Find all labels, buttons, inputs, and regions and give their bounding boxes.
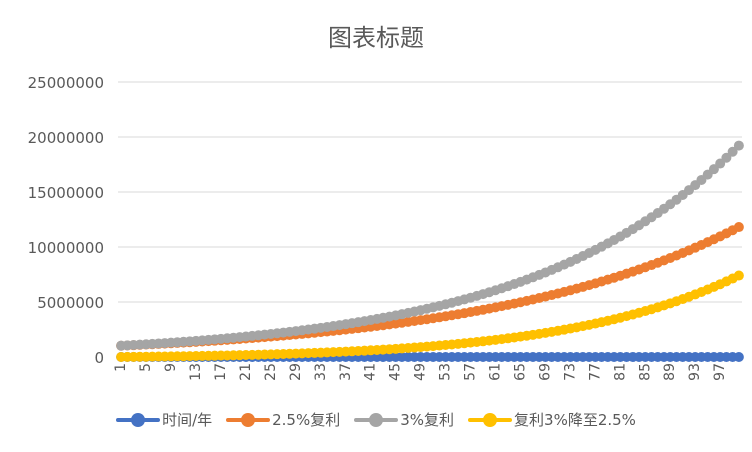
legend-item: 3%复利 — [354, 409, 454, 430]
series-line — [121, 225, 740, 348]
data-point — [733, 270, 744, 281]
legend-item: 2.5%复利 — [226, 409, 340, 430]
x-axis: 1 5 9 13 17 21 25 29 33 37 41 45 49 53 57 61 65 69 73 77 81 8… — [113, 363, 728, 381]
x-tick-label: 49 — [413, 363, 429, 381]
x-tick-label: 93 — [687, 363, 703, 381]
x-tick-label: 81 — [612, 363, 628, 381]
data-point — [733, 222, 744, 233]
x-tick-label: 89 — [662, 363, 678, 381]
x-tick-label: 77 — [587, 363, 603, 381]
legend-swatch-icon — [468, 412, 513, 427]
series-2 — [116, 140, 744, 351]
legend-label: 时间/年 — [162, 411, 213, 429]
legend-swatch-icon — [226, 412, 271, 427]
series-3 — [116, 270, 744, 362]
data-point — [721, 152, 732, 163]
y-tick-label: 5000000 — [37, 294, 104, 312]
data-point — [727, 146, 738, 157]
data-point — [733, 351, 744, 362]
x-tick-label: 57 — [463, 363, 479, 381]
x-tick-label: 85 — [637, 363, 653, 381]
x-tick-label: 13 — [188, 363, 204, 381]
legend-label: 复利3%降至2.5% — [514, 411, 636, 429]
x-tick-label: 17 — [213, 363, 229, 381]
x-tick-label: 29 — [288, 363, 304, 381]
x-tick-label: 21 — [238, 363, 254, 381]
x-tick-label: 5 — [138, 363, 154, 372]
x-tick-label: 41 — [363, 363, 379, 381]
x-tick-label: 97 — [712, 363, 728, 381]
x-tick-label: 45 — [388, 363, 404, 381]
legend-item: 时间/年 — [116, 409, 212, 430]
legend-swatch-icon — [354, 412, 399, 427]
legend-label: 2.5%复利 — [272, 411, 341, 429]
y-tick-label: 0 — [94, 349, 104, 367]
x-tick-label: 33 — [313, 363, 329, 381]
series-1 — [116, 222, 744, 351]
x-tick-label: 37 — [338, 363, 354, 381]
x-tick-label: 53 — [438, 363, 454, 381]
x-tick-label: 9 — [163, 363, 179, 372]
chart-title: 图表标题 — [328, 24, 424, 52]
x-tick-label: 61 — [488, 363, 504, 381]
x-tick-label: 25 — [263, 363, 279, 381]
legend: 时间/年 2.5%复利 3%复利 复利3%降至2.5% — [0, 409, 752, 430]
legend-item: 复利3%降至2.5% — [468, 409, 636, 430]
legend-swatch-icon — [116, 412, 161, 427]
series-group — [116, 140, 744, 362]
x-tick-label: 65 — [512, 363, 528, 381]
y-tick-label: 25000000 — [28, 74, 104, 92]
legend-label: 3%复利 — [400, 411, 455, 429]
x-tick-label: 1 — [113, 363, 129, 372]
y-tick-label: 20000000 — [28, 129, 104, 147]
y-tick-label: 10000000 — [28, 239, 104, 257]
y-tick-label: 15000000 — [28, 184, 104, 202]
y-axis: 0 5000000 10000000 15000000 20000000 25000000 — [28, 74, 104, 367]
x-tick-label: 73 — [562, 363, 578, 381]
x-tick-label: 69 — [537, 363, 553, 381]
data-point — [733, 140, 744, 151]
